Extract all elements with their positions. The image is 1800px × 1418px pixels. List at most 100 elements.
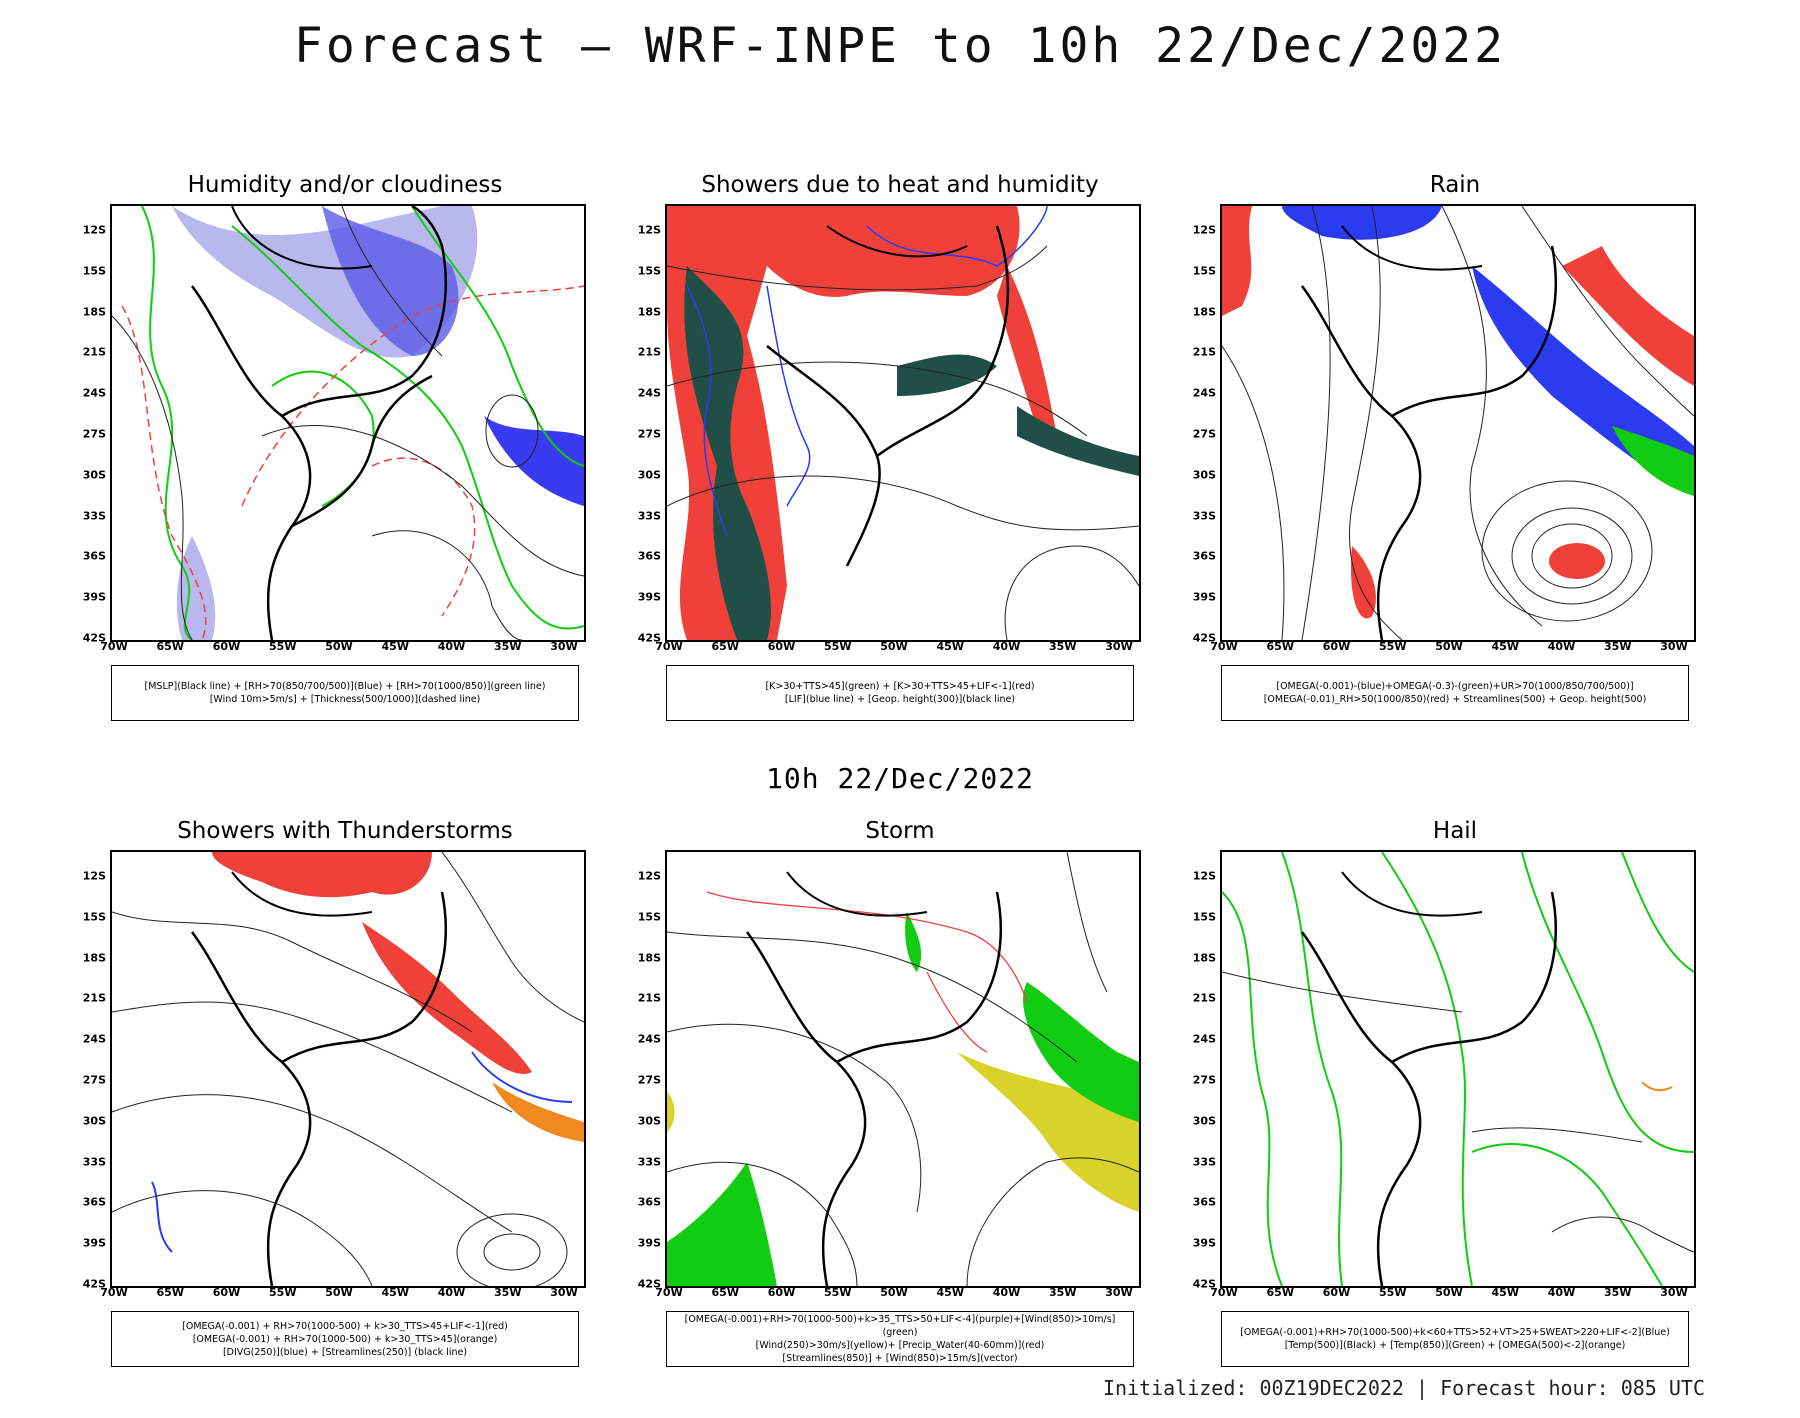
legend-line: [Streamlines(850)] + [Wind(850)>15m/s](v… — [782, 1353, 1018, 1364]
lon-tick-label: 45W — [1491, 1286, 1519, 1299]
lat-tick-label: 27S — [637, 427, 661, 441]
lat-tick-label: 18S — [637, 305, 661, 319]
lat-tick-label: 30S — [1192, 468, 1216, 482]
lat-tick-label: 42S — [637, 1277, 661, 1291]
panel-title: Showers with Thunderstorms — [177, 818, 513, 844]
lat-tick-label: 15S — [1192, 910, 1216, 924]
lon-tick-label: 60W — [767, 1286, 796, 1299]
lat-tick-label: 36S — [82, 1195, 106, 1209]
panel-hail: Hail 12S 15S 18S 21S 24S 27S 30S 33S 36S 39S 42S 7… — [1180, 818, 1730, 1418]
panel-legend: [OMEGA(-0.001)+RH>70(1000-500)+k>35_TTS>… — [666, 1311, 1134, 1367]
footer-info: Initialized: 00Z19DEC2022 | Forecast hou… — [1102, 1376, 1705, 1400]
lat-tick-label: 39S — [1192, 590, 1216, 604]
lon-tick-label: 35W — [1049, 640, 1077, 653]
map-humidity — [110, 204, 586, 642]
legend-line: [DIVG(250)](blue) + [Streamlines(250)] (… — [222, 1346, 468, 1358]
lat-tick-label: 21S — [637, 991, 661, 1005]
lon-tick-label: 55W — [1379, 1286, 1407, 1299]
lon-axis: 70W 65W 60W 55W 50W 45W 40W 35W 30W — [1210, 1286, 1696, 1300]
lon-tick-label: 70W — [100, 640, 128, 653]
lat-tick-label: 15S — [82, 910, 106, 924]
lon-tick-label: 70W — [1210, 1286, 1238, 1299]
map-hail — [1220, 850, 1696, 1288]
map-thunderstorms — [110, 850, 586, 1288]
lat-tick-label: 24S — [637, 386, 661, 400]
map-storm — [665, 850, 1141, 1288]
lon-tick-label: 30W — [1660, 1286, 1688, 1299]
lat-tick-label: 36S — [637, 1195, 661, 1209]
lon-axis: 70W 65W 60W 55W 50W 45W 40W 35W 30W — [655, 640, 1141, 654]
lat-tick-label: 12S — [82, 223, 106, 237]
lat-tick-label: 33S — [82, 509, 106, 523]
lon-tick-label: 50W — [1435, 1286, 1463, 1299]
lat-tick-label: 27S — [1192, 427, 1216, 441]
lat-tick-label: 24S — [1192, 1032, 1216, 1046]
lon-tick-label: 40W — [437, 1286, 466, 1299]
lon-tick-label: 40W — [992, 640, 1021, 653]
lon-tick-label: 65W — [1266, 640, 1294, 653]
map-svg — [112, 206, 584, 640]
lon-tick-label: 40W — [1547, 1286, 1576, 1299]
lat-tick-label: 15S — [637, 264, 661, 278]
lon-tick-label: 45W — [936, 1286, 964, 1299]
lon-tick-label: 65W — [1266, 1286, 1294, 1299]
lon-tick-label: 65W — [156, 640, 184, 653]
lon-tick-label: 30W — [1105, 640, 1133, 653]
panel-legend: [MSLP](Black line) + [RH>70(850/700/500)… — [111, 665, 579, 721]
lat-tick-label: 24S — [637, 1032, 661, 1046]
lon-axis: 70W 65W 60W 55W 50W 45W 40W 35W 30W — [1210, 640, 1696, 654]
legend-line: [OMEGA(-0.001)+RH>70(1000-500)+k<60+TTS>… — [1240, 1327, 1670, 1338]
lat-tick-label: 30S — [82, 468, 106, 482]
lat-tick-label: 30S — [82, 1114, 106, 1128]
lat-tick-label: 39S — [82, 1236, 106, 1250]
lat-tick-label: 24S — [82, 1032, 106, 1046]
panel-storm: Storm 12S 15S 18S 21S 24S 27S 30S 33S 36S 39S 42S … — [625, 818, 1175, 1418]
lat-tick-label: 12S — [82, 869, 106, 883]
lat-tick-label: 15S — [82, 264, 106, 278]
lon-tick-label: 60W — [212, 1286, 241, 1299]
lat-axis: 12S 15S 18S 21S 24S 27S 30S 33S 36S 39S 42S — [625, 850, 665, 1291]
lon-tick-label: 35W — [494, 1286, 522, 1299]
lat-tick-label: 42S — [82, 1277, 106, 1291]
lon-tick-label: 70W — [655, 640, 683, 653]
lon-tick-label: 30W — [1105, 1286, 1133, 1299]
lat-tick-label: 33S — [1192, 1155, 1216, 1169]
lon-tick-label: 65W — [711, 640, 739, 653]
lon-tick-label: 65W — [156, 1286, 184, 1299]
map-svg — [112, 852, 584, 1286]
lon-tick-label: 45W — [1491, 640, 1519, 653]
map-showers-heat — [665, 204, 1141, 642]
lat-tick-label: 18S — [82, 305, 106, 319]
map-svg — [667, 206, 1139, 640]
lat-tick-label: 21S — [1192, 345, 1216, 359]
lat-tick-label: 33S — [1192, 509, 1216, 523]
lat-tick-label: 42S — [637, 631, 661, 645]
lat-tick-label: 42S — [82, 631, 106, 645]
lat-tick-label: 33S — [637, 509, 661, 523]
legend-line: [OMEGA(-0.001) + RH>70(1000-500) + k>30_… — [182, 1320, 508, 1332]
lon-tick-label: 40W — [992, 1286, 1021, 1299]
lat-tick-label: 21S — [1192, 991, 1216, 1005]
legend-line: [LIF](blue line) + [Geop. height(300)](b… — [784, 694, 1016, 705]
panel-legend: [OMEGA(-0.001)+RH>70(1000-500)+k<60+TTS>… — [1221, 1311, 1689, 1367]
lon-tick-label: 35W — [1604, 640, 1632, 653]
lat-axis: 12S 15S 18S 21S 24S 27S 30S 33S 36S 39S 42S — [625, 204, 665, 645]
lat-tick-label: 39S — [1192, 1236, 1216, 1250]
lat-tick-label: 27S — [82, 1073, 106, 1087]
panel-showers-heat: Showers due to heat and humidity 12S 15S 1… — [625, 172, 1175, 772]
lat-tick-label: 33S — [637, 1155, 661, 1169]
lon-tick-label: 30W — [550, 640, 578, 653]
lon-tick-label: 55W — [269, 640, 297, 653]
legend-line: [OMEGA(-0.001)-(blue)+OMEGA(-0.3)-(green… — [1276, 681, 1634, 692]
lat-tick-label: 21S — [637, 345, 661, 359]
lon-tick-label: 55W — [824, 1286, 852, 1299]
lon-axis: 70W 65W 60W 55W 50W 45W 40W 35W 30W — [100, 1286, 586, 1300]
lat-tick-label: 18S — [1192, 305, 1216, 319]
panel-title: Showers due to heat and humidity — [701, 172, 1099, 198]
lon-tick-label: 65W — [711, 1286, 739, 1299]
lon-tick-label: 70W — [1210, 640, 1238, 653]
lat-tick-label: 24S — [82, 386, 106, 400]
lon-tick-label: 55W — [269, 1286, 297, 1299]
lon-tick-label: 60W — [212, 640, 241, 653]
panel-title: Rain — [1429, 172, 1481, 198]
